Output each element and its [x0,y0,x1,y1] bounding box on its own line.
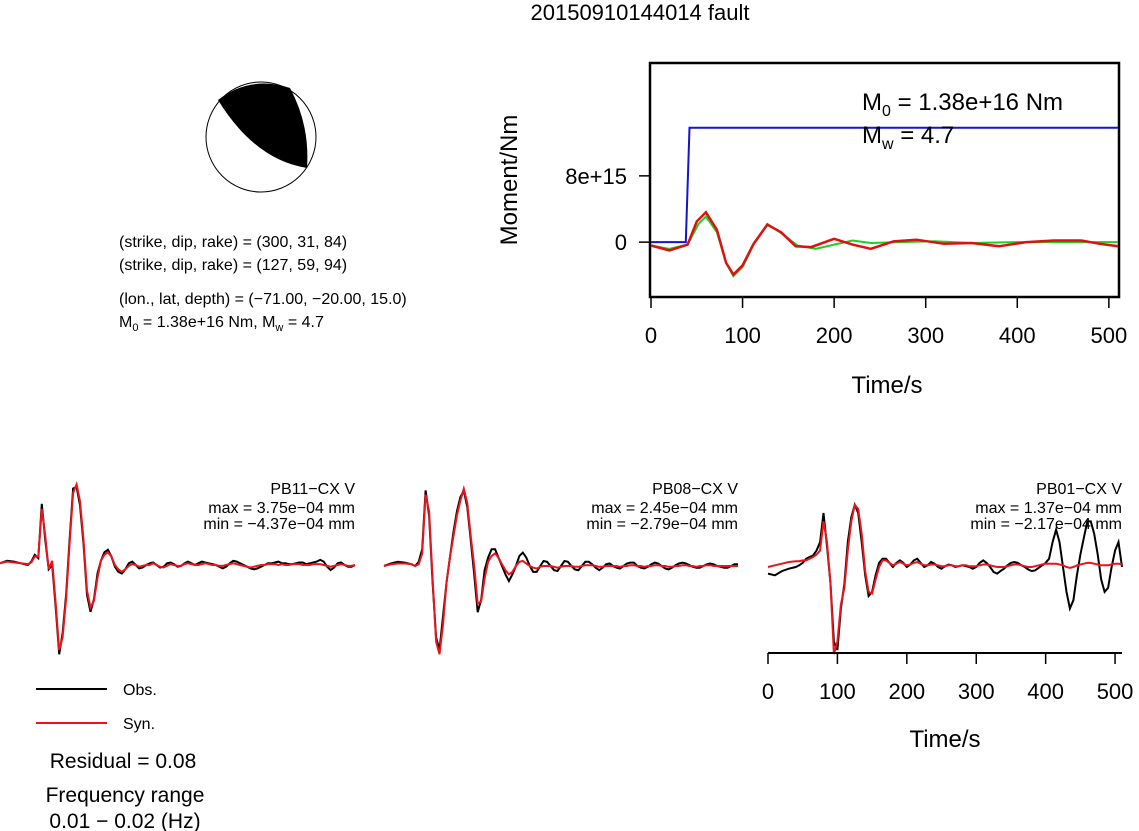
beachball-compression-quadrant [218,83,308,168]
waveform-panel-pb11: PB11−CX V max = 3.75e−04 mm min = −4.37e… [0,480,356,655]
figure-title: 20150910144014 fault [531,0,750,25]
moment-y-tick-label: 8e+15 [565,164,627,189]
moment-x-tick-label: 0 [645,323,657,348]
moment-x-tick-label: 300 [907,323,944,348]
synthetic-waveform [767,502,1123,655]
waveform-panel-pb01: PB01−CX V max = 1.37e−04 mm min = −2.17e… [762,481,1134,753]
min-label-pb08: min = −2.79e−04 mm [586,516,738,533]
waveform-x-tick-label: 300 [958,679,995,704]
mechanism-magnitude: M0 = 1.38e+16 Nm, Mw = 4.7 [119,314,324,334]
station-label-pb08: PB08−CX V [652,481,738,498]
synthetic-waveform [0,480,356,651]
waveform-panel-pb08: PB08−CX V max = 2.45e−04 mm min = −2.79e… [383,481,738,655]
moment-plot-frame [648,61,1121,299]
waveform-x-axis-label: Time/s [909,726,980,753]
legend-syn-label: Syn. [123,716,155,733]
mechanism-plane-2: (strike, dip, rake) = (127, 59, 94) [119,257,347,274]
waveform-x-tick-label: 500 [1097,679,1134,704]
waveform-x-tick-label: 100 [819,679,856,704]
mechanism-location: (lon., lat, depth) = (−71.00, −20.00, 15… [119,291,407,308]
max-label-pb01: max = 1.37e−04 mm [975,500,1122,517]
moment-x-axis-label: Time/s [851,372,922,399]
waveform-x-tick-label: 200 [888,679,925,704]
beachball-diagram [205,81,317,193]
waveform-x-tick-label: 0 [762,679,774,704]
frequency-range-value: 0.01 − 0.02 (Hz) [49,810,200,831]
moment-rate-chart: 0 100 200 300 400 500 0 8e+15 Time/s Moment/Nm… [496,61,1127,399]
moment-x-tick-label: 100 [724,323,761,348]
legend-obs-label: Obs. [123,682,157,699]
station-label-pb11: PB11−CX V [270,481,355,498]
mechanism-plane-1: (strike, dip, rake) = (300, 31, 84) [119,234,347,251]
waveform-x-tick-label: 400 [1027,679,1064,704]
frequency-range-title: Frequency range [46,784,205,807]
max-label-pb08: max = 2.45e−04 mm [591,500,738,517]
moment-x-tick-label: 500 [1090,323,1127,348]
max-label-pb11: max = 3.75e−04 mm [208,500,355,517]
moment-x-tick-label: 400 [999,323,1036,348]
waveform-legend: Obs. Syn. [36,682,157,733]
moment-y-tick-label: 0 [615,230,627,255]
min-label-pb11: min = −4.37e−04 mm [203,516,355,533]
moment-series-line-1 [651,126,1118,244]
moment-y-axis-label: Moment/Nm [496,115,523,246]
station-label-pb01: PB01−CX V [1036,481,1122,498]
moment-x-tick-label: 200 [816,323,853,348]
min-label-pb01: min = −2.17e−04 mm [970,516,1122,533]
residual-label: Residual = 0.08 [50,750,197,773]
synthetic-waveform [383,484,738,655]
moment-annotation-m0: M0 = 1.38e+16 Nm [862,89,1063,120]
moment-series-line-3 [650,210,1119,277]
moment-annotation-mw: Mw = 4.7 [862,122,954,153]
